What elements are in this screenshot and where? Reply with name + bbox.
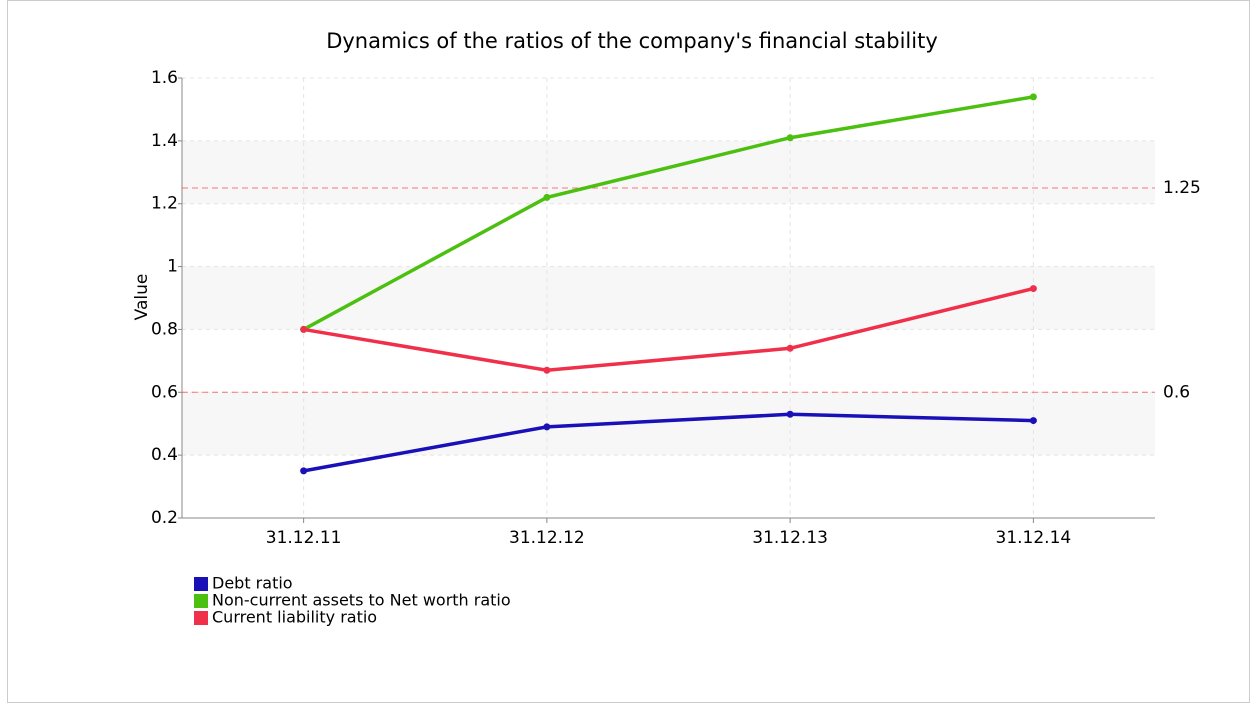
- series-line: [302, 95, 1034, 331]
- grid-band: [182, 140, 1155, 204]
- data-point: [786, 344, 794, 352]
- data-point: [1029, 417, 1037, 425]
- series-line: [303, 286, 1034, 373]
- y-tick-label: 0.2: [151, 508, 178, 528]
- x-tick-label: 31.12.13: [752, 528, 828, 548]
- y-tick-label: 1.2: [151, 194, 178, 214]
- reference-label: 1.25: [1163, 178, 1201, 198]
- y-tick-label: 1.4: [151, 131, 178, 151]
- legend-label: Debt ratio: [212, 574, 293, 593]
- data-point: [300, 467, 308, 475]
- data-point: [300, 325, 308, 333]
- data-point: [543, 193, 551, 201]
- data-point: [1029, 285, 1037, 293]
- data-point: [1029, 93, 1037, 101]
- y-axis-label: Value: [132, 274, 152, 321]
- grid-band: [182, 266, 1155, 330]
- x-tick-label: 31.12.14: [996, 528, 1072, 548]
- legend-swatch: [194, 594, 208, 608]
- y-tick-label: 1.6: [151, 68, 178, 88]
- y-tick-label: 0.4: [151, 445, 178, 465]
- y-tick-label: 1: [167, 257, 178, 277]
- legend-label: Non-current assets to Net worth ratio: [212, 591, 511, 610]
- reference-label: 0.6: [1163, 382, 1190, 402]
- x-tick-label: 31.12.12: [509, 528, 585, 548]
- data-point: [543, 366, 551, 374]
- frame: [7, 0, 1250, 703]
- y-tick-label: 0.8: [151, 319, 178, 339]
- legend-swatch: [194, 611, 208, 625]
- legend-swatch: [194, 577, 208, 591]
- legend-label: Current liability ratio: [212, 608, 377, 627]
- grid-band: [182, 392, 1155, 456]
- y-tick-label: 0.6: [151, 382, 178, 402]
- data-point: [786, 410, 794, 418]
- data-point: [543, 423, 551, 431]
- data-point: [786, 134, 794, 142]
- series-line: [303, 412, 1034, 473]
- x-tick-label: 31.12.11: [266, 528, 342, 548]
- chart-title: Dynamics of the ratios of the company's …: [326, 29, 938, 53]
